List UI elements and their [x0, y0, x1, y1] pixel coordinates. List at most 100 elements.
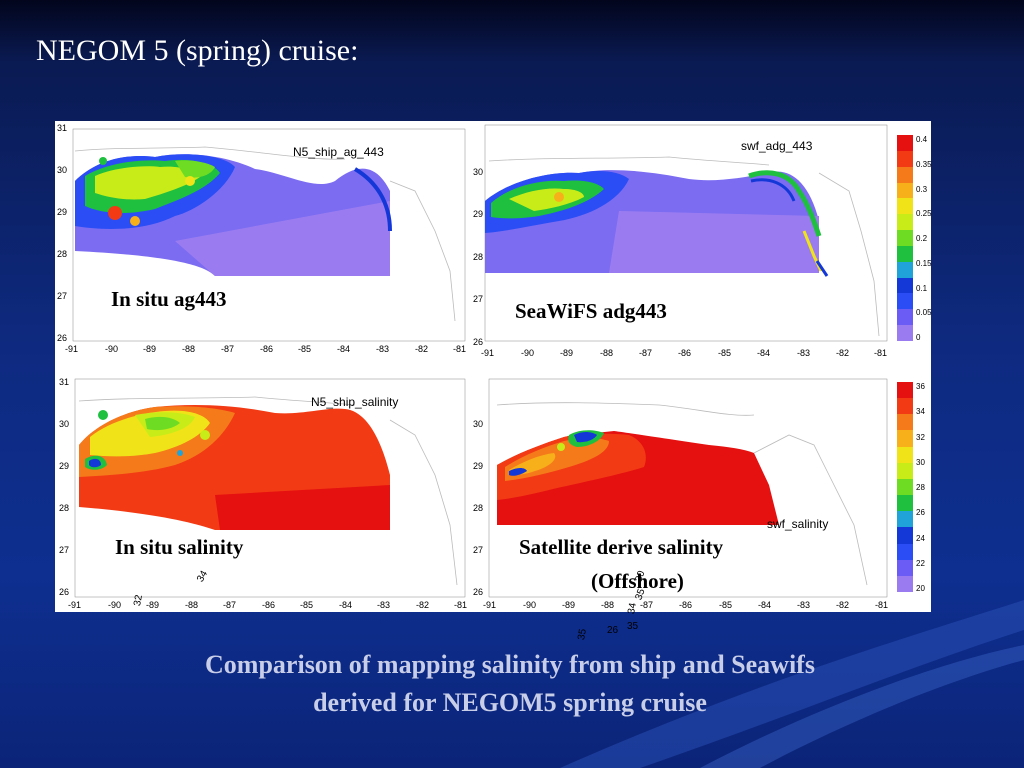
lon-tick: -83 — [797, 600, 811, 610]
lat-tick: 30 — [59, 419, 70, 429]
colorbar-tick: 36 — [916, 382, 925, 391]
colorbar-segment — [897, 382, 913, 399]
colorbar-segment — [897, 543, 913, 561]
panel-caption: In situ salinity — [115, 535, 244, 559]
lon-tick: -85 — [300, 600, 314, 610]
lat-tick: 28 — [473, 252, 484, 262]
lat-tick: 30 — [473, 419, 484, 429]
colorbar-tick: 34 — [916, 407, 925, 417]
colorbar-segment — [897, 430, 913, 448]
lon-tick: -87 — [639, 348, 653, 358]
colorbar-segment — [897, 511, 913, 528]
lat-tick: 29 — [59, 461, 70, 471]
lat-tick: 31 — [57, 123, 68, 133]
lon-tick: -82 — [416, 600, 430, 610]
colorbar-segment — [897, 293, 913, 310]
lat-tick: 29 — [57, 207, 68, 217]
colorbar-tick: 24 — [916, 533, 925, 543]
colorbar-salinity: 36 34 32 30 28 26 24 22 20 — [897, 382, 925, 593]
lat-tick: 28 — [473, 503, 484, 513]
colorbar-segment — [897, 261, 913, 279]
colorbar-segment — [897, 277, 913, 294]
colorbar-tick: 0.1 — [916, 283, 928, 293]
lat-tick: 28 — [57, 249, 68, 259]
lon-tick: -86 — [262, 600, 276, 610]
colorbar-tick: 20 — [916, 584, 925, 593]
lon-tick: -86 — [679, 600, 693, 610]
lat-tick: 27 — [57, 291, 68, 301]
panel-title: N5_ship_salinity — [311, 395, 399, 409]
map-ship-ag443 — [72, 128, 466, 342]
colorbar-segment — [897, 230, 913, 247]
lon-tick: -88 — [185, 600, 199, 610]
figure-composite: N5_ship_ag_443 In situ ag443 31 30 29 28… — [55, 121, 932, 641]
lon-tick: -89 — [143, 344, 157, 354]
colorbar-tick: 22 — [916, 558, 925, 568]
colorbar-segment — [897, 495, 913, 512]
panel-caption: SeaWiFS adg443 — [515, 299, 667, 323]
lat-tick: 26 — [473, 337, 484, 347]
lon-tick: -91 — [483, 600, 497, 610]
lon-tick: -88 — [182, 344, 196, 354]
lon-tick: -82 — [836, 600, 850, 610]
lon-tick: -91 — [65, 344, 79, 354]
lon-tick: -89 — [146, 600, 160, 610]
panel-ship-salinity: N5_ship_salinity 34 32 In situ salinity … — [55, 375, 467, 612]
lon-tick: -81 — [874, 348, 888, 358]
colorbar-segment — [897, 198, 913, 215]
lat-tick: 31 — [59, 377, 70, 387]
panel-title: N5_ship_ag_443 — [293, 145, 384, 159]
colorbar-segment — [897, 398, 913, 415]
lon-tick: -83 — [797, 348, 811, 358]
colorbar-segment — [897, 309, 913, 326]
bottom-title-line1: Comparison of mapping salinity from ship… — [205, 650, 815, 679]
panel-caption-line1: Satellite derive salinity — [519, 535, 724, 559]
map-ship-salinity — [74, 378, 466, 598]
contour-label: 35 — [576, 628, 589, 641]
lat-tick: 29 — [473, 461, 484, 471]
lon-tick: -91 — [481, 348, 495, 358]
colorbar-segment — [897, 414, 913, 431]
lon-tick: -81 — [454, 600, 468, 610]
lat-tick: 26 — [57, 333, 68, 343]
slide-title: NEGOM 5 (spring) cruise: — [36, 34, 359, 67]
panel-swf-salinity: swf_salinity 30 35 34 26 35 35 Satellite… — [469, 375, 889, 641]
lon-tick: -81 — [875, 600, 889, 610]
lat-tick: 28 — [59, 503, 70, 513]
colorbar-segment — [897, 462, 913, 480]
colorbar-adg: 0.4 0.35 0.3 0.25 0.2 0.15 0.1 0.05 0 — [897, 135, 932, 342]
colorbar-segment — [897, 150, 913, 168]
lon-tick: -83 — [377, 600, 391, 610]
colorbar-segment — [897, 325, 913, 342]
panel-swf-adg443: swf_adg_443 SeaWiFS adg443 30 29 28 27 2… — [469, 121, 889, 361]
colorbar-segment — [897, 478, 913, 496]
lon-tick: -90 — [105, 344, 119, 354]
lon-tick: -90 — [521, 348, 535, 358]
map-swf-salinity — [488, 378, 888, 598]
colorbar-tick: 0.35 — [916, 159, 932, 169]
lat-tick: 27 — [473, 545, 484, 555]
contour-label: 26 — [607, 625, 619, 636]
panel-title: swf_salinity — [767, 517, 829, 531]
colorbar-tick: 0 — [916, 333, 921, 342]
colorbar-tick: 26 — [916, 508, 925, 518]
lat-tick: 27 — [59, 545, 70, 555]
lon-tick: -82 — [836, 348, 850, 358]
colorbar-segment — [897, 182, 913, 199]
lon-tick: -89 — [560, 348, 574, 358]
lon-tick: -83 — [376, 344, 390, 354]
panel-title: swf_adg_443 — [741, 139, 813, 153]
colorbar-tick: 0.4 — [916, 135, 928, 144]
colorbar-tick: 0.2 — [916, 234, 928, 243]
lon-tick: -90 — [108, 600, 122, 610]
bottom-title-line2: derived for NEGOM5 spring cruise — [313, 688, 707, 717]
colorbar-segment — [897, 245, 913, 263]
lon-tick: -84 — [337, 344, 351, 354]
lon-tick: -87 — [223, 600, 237, 610]
lon-tick: -87 — [640, 600, 654, 610]
lon-tick: -82 — [415, 344, 429, 354]
panel-caption-line2: (Offshore) — [591, 569, 684, 593]
colorbar-segment — [897, 527, 913, 545]
lon-tick: -91 — [68, 600, 82, 610]
contour-label: 32 — [132, 594, 145, 607]
